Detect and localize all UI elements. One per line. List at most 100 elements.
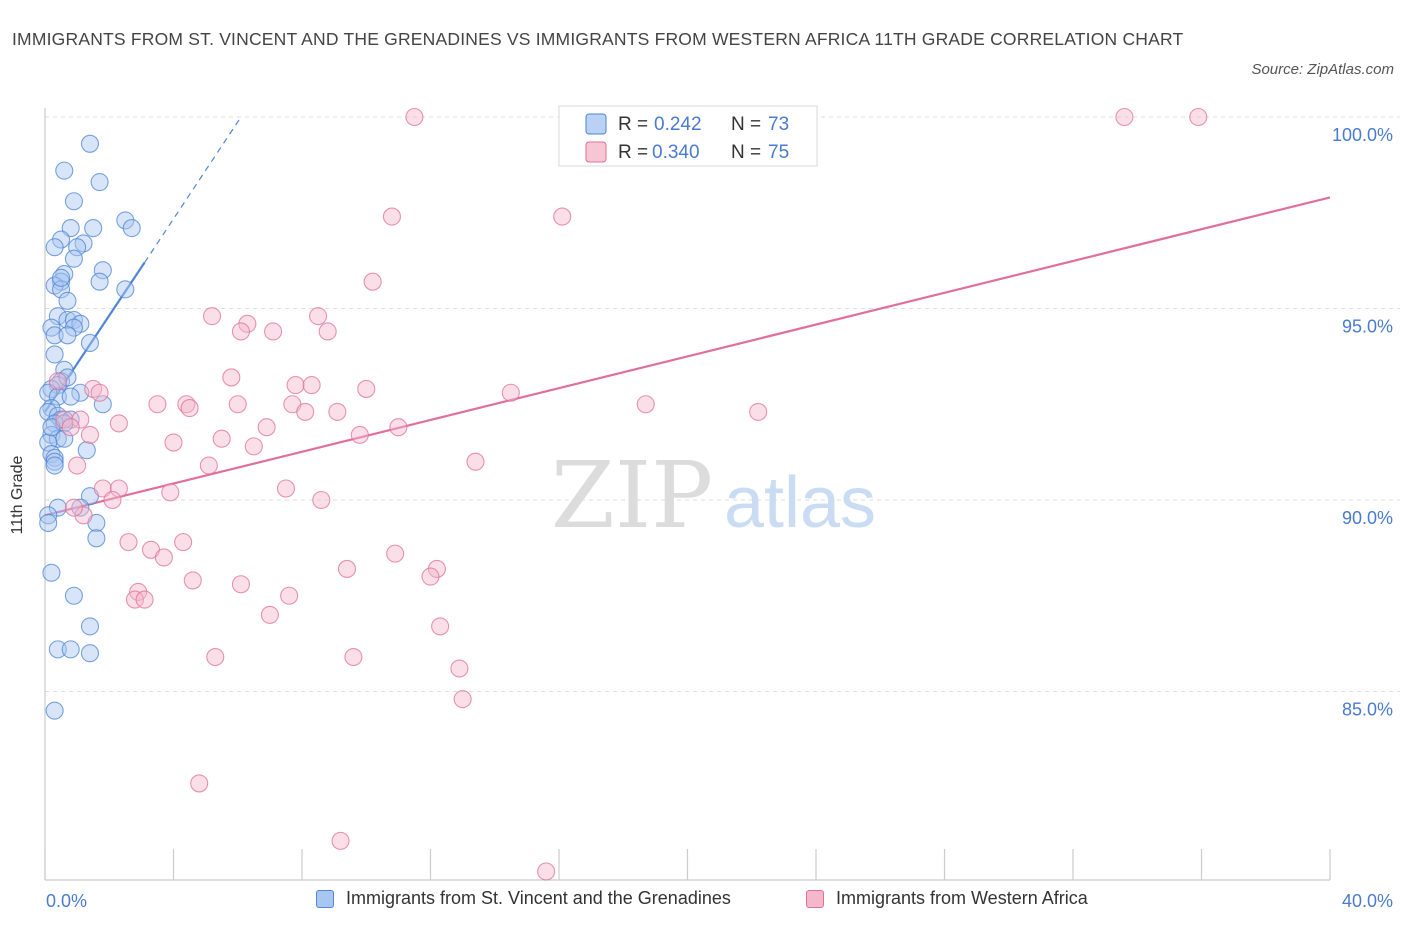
series-1-point-27	[296, 402, 315, 421]
series-1-point-3	[1189, 107, 1208, 127]
series-1-point-67	[206, 647, 225, 667]
r-value-blue: 0.242	[654, 114, 702, 135]
series-1-points	[48, 107, 1208, 881]
series-0-point-68	[80, 644, 100, 663]
series-1-point-13	[222, 368, 241, 387]
series-1-point-14	[48, 372, 67, 391]
series-0-point-19	[116, 280, 135, 299]
y-tick-label-2: 95.0%	[1342, 317, 1393, 337]
series-1-point-4	[382, 207, 402, 226]
series-1-point-33	[61, 418, 80, 437]
series-1-point-39	[164, 433, 183, 452]
series-0-point-66	[48, 640, 67, 659]
series-1-point-45	[109, 479, 128, 498]
series-1-point-55	[154, 548, 173, 567]
series-1-point-2	[1115, 107, 1134, 127]
series-1-point-69	[450, 659, 469, 678]
series-1-point-54	[386, 544, 405, 563]
series-1-point-70	[453, 690, 472, 709]
series-1-point-29	[749, 402, 768, 421]
series-1-point-51	[119, 533, 138, 552]
series-0-point-0	[80, 134, 100, 153]
series-0-point-58	[48, 498, 67, 517]
series-1-point-60	[231, 575, 251, 594]
stats-legend-swatch-pink	[585, 141, 607, 163]
series-0-point-7	[84, 219, 103, 238]
series-1-point-40	[244, 437, 263, 456]
series-0-point-26	[64, 318, 83, 337]
n-value-blue: 73	[768, 114, 789, 135]
data-points	[39, 107, 1208, 881]
series-1-point-37	[350, 425, 369, 444]
series-1-point-38	[212, 429, 231, 448]
legend-item-western-africa: Immigrants from Western Africa	[806, 888, 1088, 909]
x-tick-label-min: 0.0%	[46, 891, 88, 911]
series-1-point-42	[199, 456, 218, 475]
trend-lines	[44, 116, 1331, 517]
axes	[44, 108, 1331, 881]
legend-swatch-pink	[806, 889, 824, 908]
series-1-point-19	[90, 383, 109, 402]
y-tick-label-1: 90.0%	[1342, 508, 1393, 528]
series-0-point-59	[39, 506, 58, 525]
series-1-point-43	[68, 456, 87, 475]
series-1-point-71	[190, 774, 209, 793]
series-1-point-34	[257, 418, 276, 437]
series-1-point-30	[55, 410, 74, 429]
series-1-point-36	[80, 425, 100, 444]
series-1-point-57	[427, 559, 446, 578]
series-1-point-20	[501, 383, 520, 402]
series-1-point-15	[286, 376, 305, 395]
r-value-pink: 0.340	[652, 142, 700, 163]
series-1-point-56	[337, 559, 357, 578]
series-1-point-7	[203, 307, 222, 326]
series-0-point-39	[93, 395, 112, 414]
series-1-point-72	[331, 831, 350, 850]
series-1-point-49	[312, 490, 331, 510]
series-1-point-32	[109, 414, 128, 433]
series-0-point-37	[48, 387, 67, 406]
series-1-point-47	[161, 483, 180, 502]
series-0-point-11	[68, 238, 87, 257]
series-1-point-23	[228, 395, 247, 414]
series-1-point-41	[466, 452, 485, 471]
series-0-point-69	[45, 701, 64, 720]
series-0-point-63	[42, 563, 61, 582]
series-1-point-73	[537, 862, 556, 881]
trend-line-1	[44, 196, 1331, 517]
series-0-point-48	[48, 429, 67, 448]
series-1-point-65	[260, 605, 279, 624]
series-1-point-62	[280, 586, 299, 605]
series-0-point-10	[45, 238, 64, 257]
series-0-point-30	[45, 345, 64, 364]
series-1-point-35	[389, 418, 408, 437]
series-0-point-12	[64, 249, 83, 268]
series-0-point-51	[77, 441, 96, 460]
series-1-point-12	[318, 322, 337, 341]
chart-title: IMMIGRANTS FROM ST. VINCENT AND THE GREN…	[12, 29, 1184, 49]
y-tick-label-0: 85.0%	[1342, 700, 1393, 720]
series-1-point-58	[421, 567, 440, 586]
series-1-point-48	[103, 490, 122, 510]
series-0-point-62	[87, 529, 106, 548]
series-0-point-71	[58, 368, 77, 387]
r-label-blue: R =	[618, 114, 648, 135]
series-0-point-60	[39, 513, 58, 533]
n-value-pink: 75	[768, 142, 789, 163]
stats-legend: R = 0.242 N = 73 R = 0.340 N = 75	[558, 105, 818, 167]
trend-line-0-extension	[144, 116, 242, 263]
watermark-atlas: atlas	[724, 463, 876, 543]
series-0-point-3	[64, 192, 83, 211]
series-1-point-68	[344, 647, 363, 667]
series-1-point-31	[71, 410, 90, 429]
y-tick-labels: 85.0% 90.0% 95.0% 100.0%	[1332, 125, 1393, 720]
y-tick-label-3: 100.0%	[1332, 125, 1393, 145]
series-1-point-18	[357, 379, 376, 398]
r-label-pink: R =	[618, 142, 648, 163]
series-1-point-52	[174, 533, 193, 552]
series-1-point-8	[309, 307, 328, 326]
series-0-point-5	[122, 219, 141, 238]
legend-label-st-vincent: Immigrants from St. Vincent and the Gren…	[346, 888, 731, 908]
series-1-point-66	[431, 617, 450, 636]
